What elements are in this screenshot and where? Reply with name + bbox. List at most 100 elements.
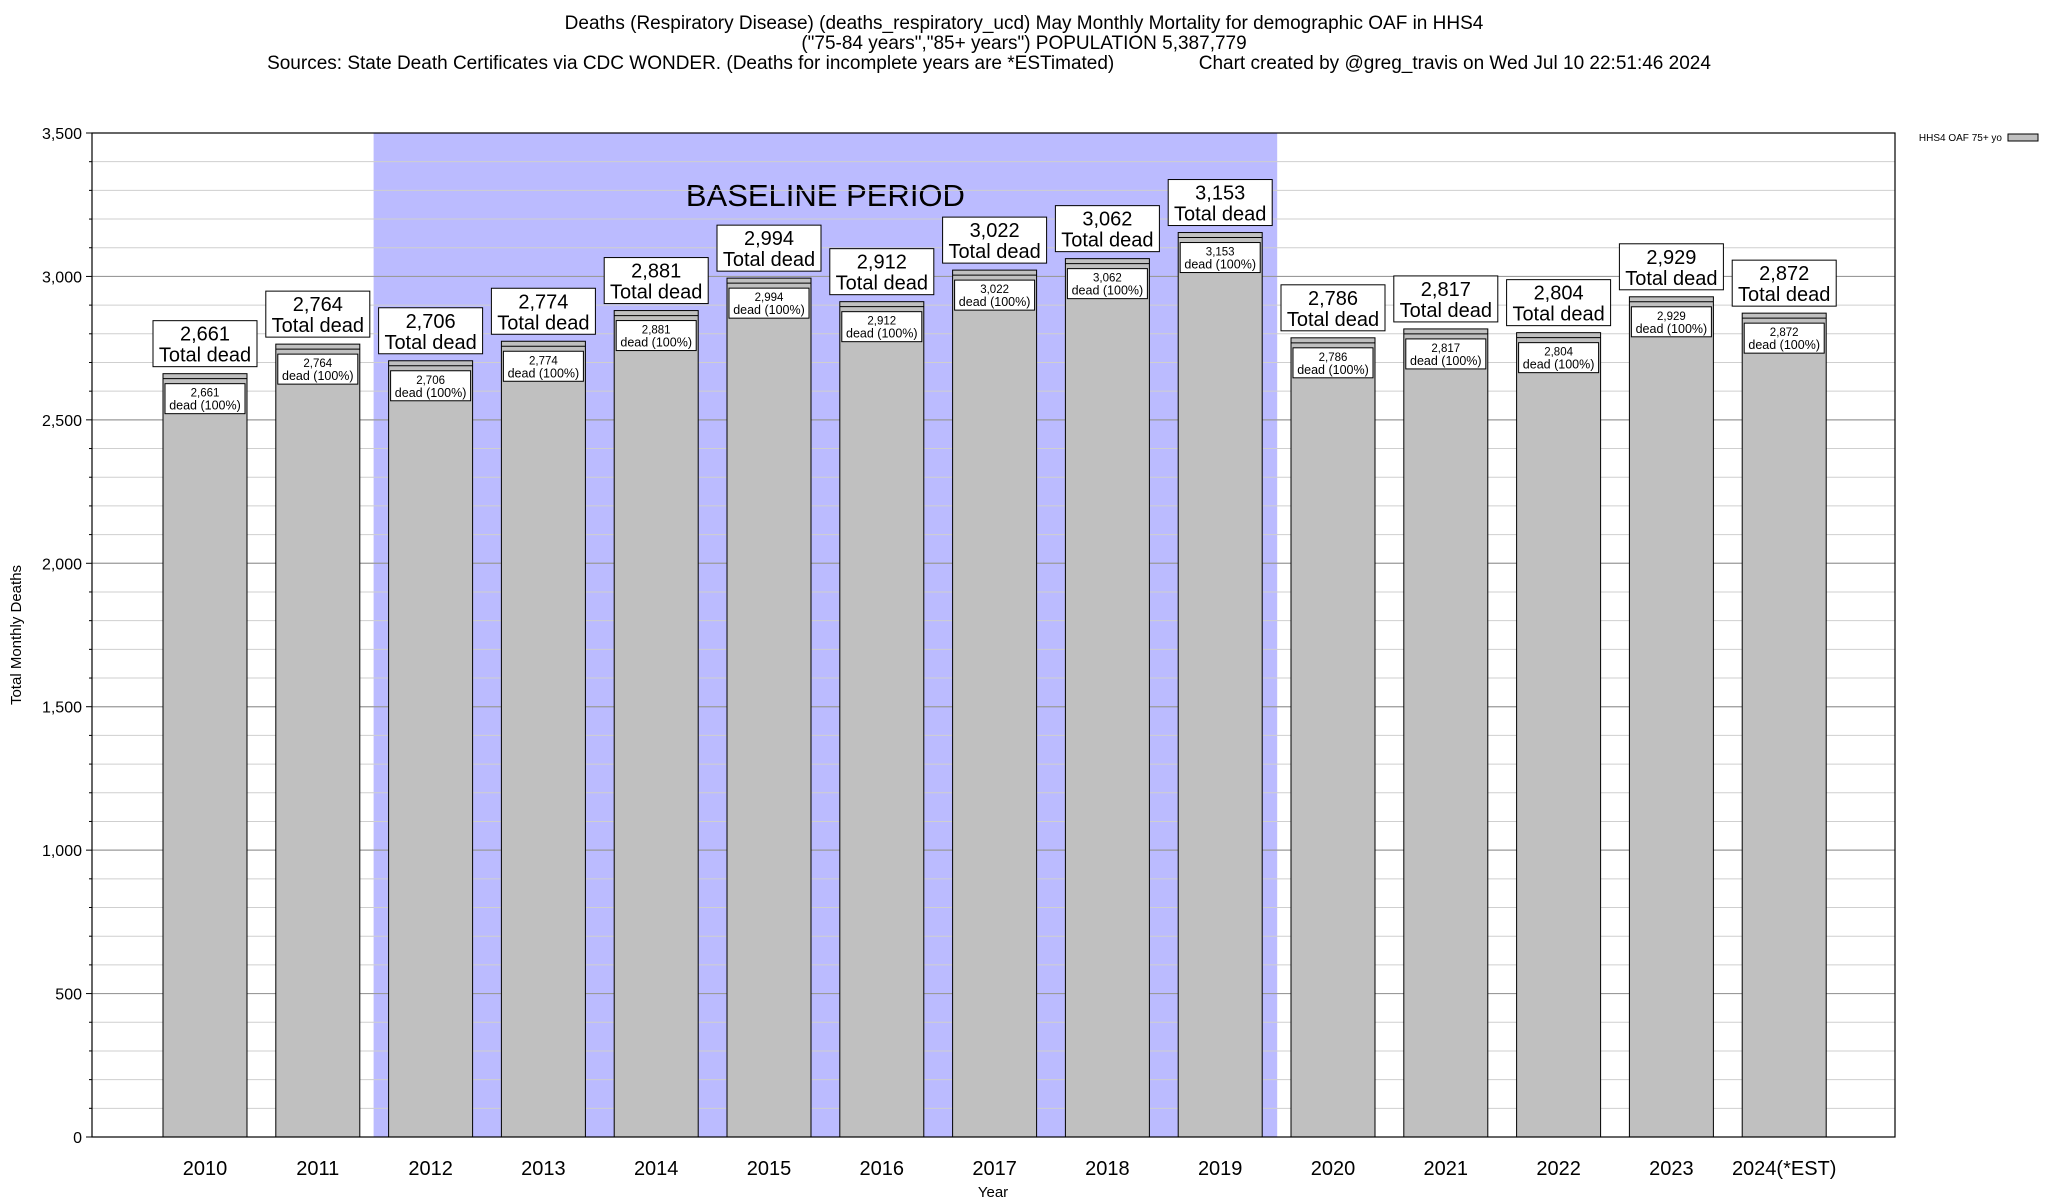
bar xyxy=(952,269,1038,1138)
bar-top-value: 2,764 xyxy=(293,294,343,316)
y-tick-label: 2,000 xyxy=(42,556,82,573)
bar xyxy=(1064,258,1150,1138)
x-tick-label: 2017 xyxy=(972,1158,1017,1180)
bar-inner-label: dead (100%) xyxy=(1523,358,1595,372)
bar-top-label-box xyxy=(265,290,371,338)
bar-top-label: Total dead xyxy=(384,332,476,354)
bar-inner-label: dead (100%) xyxy=(1410,354,1482,368)
x-tick-label: 2012 xyxy=(408,1158,453,1180)
bar-top-label: Total dead xyxy=(1174,204,1266,226)
bar xyxy=(1403,328,1489,1138)
bar-inner-label-box xyxy=(1292,347,1374,379)
bar-inner-label-box xyxy=(1179,242,1261,274)
bar-inner-label: dead (100%) xyxy=(733,303,805,317)
bar-top-label: Total dead xyxy=(497,312,589,334)
x-tick-label: 2011 xyxy=(296,1158,339,1180)
y-tick-label: 3,500 xyxy=(42,126,82,143)
bar xyxy=(1290,337,1376,1138)
bar-top-label-box xyxy=(1393,275,1499,323)
bar-top-value: 2,661 xyxy=(180,324,230,346)
bar-top-label-box xyxy=(716,224,822,272)
bar-inner-label-box xyxy=(1518,342,1600,374)
bar-inner-label-box xyxy=(841,311,923,343)
bar-top-value: 3,022 xyxy=(970,220,1020,242)
bar-top-value: 3,153 xyxy=(1195,183,1245,205)
chart-sources: Sources: State Death Certificates via CD… xyxy=(267,53,1711,74)
bar-inner-value: 2,929 xyxy=(1657,311,1686,323)
bar-inner-label: dead (100%) xyxy=(620,336,692,350)
chart-subtitle: ("75-84 years","85+ years") POPULATION 5… xyxy=(801,33,1247,54)
bar-inner-label-box xyxy=(1066,268,1148,300)
bar-top-value: 3,062 xyxy=(1082,209,1132,231)
bar-top-label: Total dead xyxy=(1738,284,1830,306)
bar-inner-label: dead (100%) xyxy=(959,295,1031,309)
x-tick-label: 2018 xyxy=(1085,1158,1130,1180)
bar-top-label: Total dead xyxy=(1512,304,1604,326)
bar-inner-label: dead (100%) xyxy=(395,386,467,400)
bar-top-value: 2,912 xyxy=(857,252,907,274)
bar xyxy=(500,340,586,1138)
plot-frame xyxy=(91,132,1896,1138)
x-axis-label: Year xyxy=(978,1184,1008,1200)
bar-top-value: 2,786 xyxy=(1308,288,1358,310)
bar-inner-label-box xyxy=(1743,322,1825,354)
bar-top-value: 2,804 xyxy=(1534,283,1584,305)
bar-inner-label-box xyxy=(1630,306,1712,338)
bar-top-value: 2,774 xyxy=(518,291,568,313)
bar-inner-label-box xyxy=(1405,338,1487,370)
bar-top-label-box xyxy=(829,248,935,296)
bar xyxy=(275,343,361,1138)
bar-inner-value: 2,881 xyxy=(642,325,671,337)
bar-inner-label: dead (100%) xyxy=(1072,284,1144,298)
bar-inner-value: 2,872 xyxy=(1770,327,1799,339)
bar-top-value: 2,881 xyxy=(631,261,681,283)
bar-top-label-box xyxy=(1280,284,1386,332)
bar-top-label: Total dead xyxy=(1400,300,1492,322)
bar xyxy=(1177,232,1263,1138)
bar-inner-label: dead (100%) xyxy=(169,399,241,413)
bar-top-label: Total dead xyxy=(1625,268,1717,290)
bar xyxy=(726,277,812,1138)
y-tick-label: 0 xyxy=(73,1130,82,1147)
bar-top-label-box xyxy=(603,257,709,305)
bar-inner-label: dead (100%) xyxy=(846,327,918,341)
bar-inner-value: 2,817 xyxy=(1431,343,1460,355)
bar xyxy=(162,373,248,1138)
x-tick-label: 2015 xyxy=(747,1158,792,1180)
bar-inner-label: dead (100%) xyxy=(282,369,354,383)
bar-inner-value: 2,804 xyxy=(1544,347,1573,359)
bar-top-value: 2,706 xyxy=(406,311,456,333)
x-tick-label: 2016 xyxy=(860,1158,905,1180)
bar-inner-label: dead (100%) xyxy=(508,366,580,380)
bar xyxy=(1628,296,1714,1138)
bar-inner-value: 2,774 xyxy=(529,355,558,367)
bar-top-label-box xyxy=(1731,259,1837,307)
baseline-period-label: BASELINE PERIOD xyxy=(686,178,965,213)
bar-top-label: Total dead xyxy=(272,315,364,337)
x-tick-label: 2020 xyxy=(1311,1158,1356,1180)
x-tick-label: 2022 xyxy=(1536,1158,1581,1180)
bar-inner-label-box xyxy=(277,353,359,385)
bar-top-value: 2,929 xyxy=(1646,247,1696,269)
bar-top-label-box xyxy=(378,307,484,355)
bar xyxy=(1741,312,1827,1138)
bar-inner-value: 2,912 xyxy=(867,316,896,328)
x-tick-label: 2023 xyxy=(1649,1158,1694,1180)
bar-top-label-box xyxy=(1506,279,1612,327)
y-axis-label: Total Monthly Deaths xyxy=(8,565,25,705)
x-tick-label: 2014 xyxy=(634,1158,679,1180)
bar-top-label: Total dead xyxy=(1287,309,1379,331)
bar-inner-label: dead (100%) xyxy=(1748,338,1820,352)
x-tick-label: 2024(*EST) xyxy=(1732,1158,1837,1180)
y-tick-label: 2,500 xyxy=(42,413,82,430)
bar-top-label-box xyxy=(1618,243,1724,291)
legend-swatch xyxy=(2007,133,2039,142)
x-tick-label: 2010 xyxy=(183,1158,228,1180)
bar-top-label-box xyxy=(942,216,1048,264)
bar-top-label: Total dead xyxy=(1061,230,1153,252)
bar-top-label-box xyxy=(490,287,596,335)
bar-inner-value: 2,786 xyxy=(1319,352,1348,364)
bar-inner-label-box xyxy=(164,383,246,415)
bar-top-value: 2,994 xyxy=(744,228,794,250)
